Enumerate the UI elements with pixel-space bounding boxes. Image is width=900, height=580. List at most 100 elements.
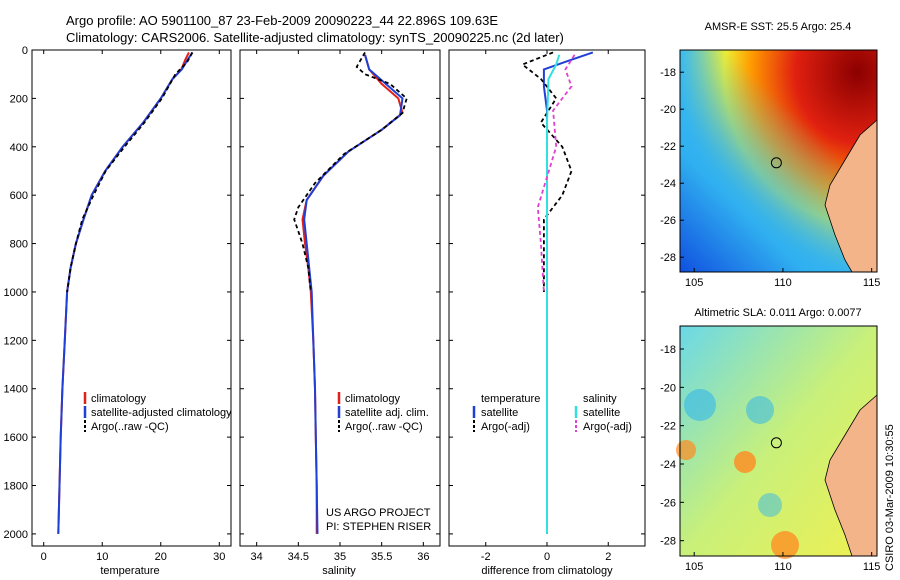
legend-header-salinity: salinity — [583, 393, 617, 405]
temperature-axes — [31, 49, 232, 547]
map-x-tick-label: 115 — [863, 277, 881, 289]
map-y-tick-label: -28 — [660, 252, 676, 264]
map-x-tick-label: 115 — [863, 561, 881, 573]
sla-x-ticks: 105 110 115 — [685, 552, 880, 573]
y-tick-label: 1800 — [4, 481, 28, 493]
salinity-series — [293, 51, 408, 534]
y-tick-label: 600 — [10, 190, 28, 202]
series-line-temperature-argo-adj- — [520, 51, 573, 292]
y-tick-label: 1000 — [4, 287, 28, 299]
sla-low-anomaly — [758, 493, 782, 517]
difference-y-ticks — [449, 49, 645, 535]
temperature-series — [57, 51, 194, 534]
series-line-argo-raw-qc- — [293, 51, 408, 293]
difference-legend: temperature salinity satellite Argo(-adj… — [472, 393, 632, 433]
salinity-axes — [239, 49, 441, 547]
salinity-y-ticks — [240, 49, 440, 535]
y-tick-label: 800 — [10, 239, 28, 251]
series-line-satellite-adj-clim- — [303, 54, 404, 534]
sst-x-ticks: 105 110 115 — [685, 268, 880, 289]
x-tick-label: 34 — [251, 551, 263, 563]
temperature-x-ticks: 0 10 20 30 — [41, 50, 225, 563]
legend-text: Argo(-adj) — [583, 421, 632, 433]
sla-low-anomaly — [684, 389, 716, 421]
map-y-tick-label: -22 — [660, 421, 676, 433]
x-tick-label: 36 — [417, 551, 429, 563]
map-y-tick-label: -18 — [660, 67, 676, 79]
x-tick-label: 30 — [213, 551, 225, 563]
x-tick-label: 20 — [155, 551, 167, 563]
difference-x-label: difference from climatology — [481, 565, 613, 577]
sla-map-title: Altimetric SLA: 0.011 Argo: 0.0077 — [694, 307, 861, 319]
sst-map-title: AMSR-E SST: 25.5 Argo: 25.4 — [705, 21, 852, 33]
x-tick-label: -2 — [481, 551, 491, 563]
y-tick-label: 200 — [10, 93, 28, 105]
temperature-panel: 0 200 400 600 800 1000 1200 1400 1600 1800 2000 0 1… — [4, 45, 233, 577]
sla-map: Altimetric SLA: 0.011 Argo: 0.0077 -18 -2… — [660, 307, 880, 573]
salinity-panel: 34 34.5 35 35.5 36 salinity climatology sate… — [239, 49, 441, 577]
legend-text: satellite — [481, 407, 518, 419]
difference-x-ticks: -2 0 2 — [481, 50, 611, 563]
map-y-tick-label: -22 — [660, 141, 676, 153]
sst-y-ticks: -18 -20 -22 -24 -26 -28 — [660, 67, 684, 264]
sla-y-ticks: -18 -20 -22 -24 -26 -28 — [660, 344, 684, 548]
y-tick-label: 1400 — [4, 384, 28, 396]
legend-text: climatology — [345, 393, 401, 405]
map-y-tick-label: -24 — [660, 178, 676, 190]
legend-text: satellite-adjusted climatology — [91, 407, 232, 419]
y-tick-label: 1200 — [4, 335, 28, 347]
legend-text: Argo(..raw -QC) — [91, 421, 169, 433]
legend-text: satellite adj. clim. — [345, 407, 429, 419]
csiro-timestamp: CSIRO 03-Mar-2009 10:30:55 — [884, 424, 896, 571]
legend-header-temperature: temperature — [481, 393, 540, 405]
project-annotation: US ARGO PROJECT — [326, 507, 431, 519]
difference-series — [520, 51, 594, 534]
sla-high-anomaly — [771, 531, 799, 559]
sla-frame — [679, 325, 878, 557]
temperature-y-ticks: 0 200 400 600 800 1000 1200 1400 1600 1800 2000 — [4, 45, 231, 541]
temperature-x-label: temperature — [100, 565, 159, 577]
map-x-tick-label: 110 — [774, 561, 792, 573]
temperature-legend: climatology satellite-adjusted climatolo… — [83, 392, 232, 433]
x-tick-label: 0 — [41, 551, 47, 563]
sla-high-anomaly — [676, 440, 696, 460]
x-tick-label: 34.5 — [288, 551, 309, 563]
series-line-salinity-satellite — [546, 54, 561, 534]
legend-text: climatology — [91, 393, 147, 405]
y-tick-label: 400 — [10, 142, 28, 154]
legend-text: Argo(-adj) — [481, 421, 530, 433]
map-y-tick-label: -28 — [660, 536, 676, 548]
header-line-1: Argo profile: AO 5901100_87 23-Feb-2009 … — [66, 13, 498, 28]
y-tick-label: 0 — [22, 45, 28, 57]
map-y-tick-label: -20 — [660, 104, 676, 116]
y-tick-label: 2000 — [4, 529, 28, 541]
x-tick-label: 35.5 — [371, 551, 392, 563]
sla-argo-marker — [770, 437, 782, 449]
x-tick-label: 2 — [605, 551, 611, 563]
map-y-tick-label: -20 — [660, 382, 676, 394]
difference-panel: -2 0 2 difference from climatology tempera… — [448, 49, 646, 577]
map-y-tick-label: -26 — [660, 497, 676, 509]
map-y-tick-label: -18 — [660, 344, 676, 356]
map-x-tick-label: 105 — [685, 561, 703, 573]
pi-annotation: PI: STEPHEN RISER — [326, 521, 431, 533]
legend-text: satellite — [583, 407, 620, 419]
x-tick-label: 0 — [544, 551, 550, 563]
sst-frame — [679, 49, 878, 273]
x-tick-label: 35 — [334, 551, 346, 563]
sla-low-anomaly — [746, 396, 774, 424]
legend-text: Argo(..raw -QC) — [345, 421, 423, 433]
map-x-tick-label: 105 — [685, 277, 703, 289]
salinity-legend: climatology satellite adj. clim. Argo(..… — [337, 392, 429, 433]
map-x-tick-label: 110 — [774, 277, 792, 289]
header-line-2: Climatology: CARS2006. Satellite-adjuste… — [66, 30, 564, 45]
sla-high-anomaly — [734, 451, 756, 473]
salinity-x-label: salinity — [322, 565, 356, 577]
sst-map: AMSR-E SST: 25.5 Argo: 25.4 -18 -20 -22 -24… — [660, 21, 880, 289]
y-tick-label: 1600 — [4, 432, 28, 444]
x-tick-label: 10 — [96, 551, 108, 563]
sst-argo-marker — [770, 157, 782, 169]
map-y-tick-label: -24 — [660, 459, 676, 471]
salinity-x-ticks: 34 34.5 35 35.5 36 — [251, 50, 429, 563]
